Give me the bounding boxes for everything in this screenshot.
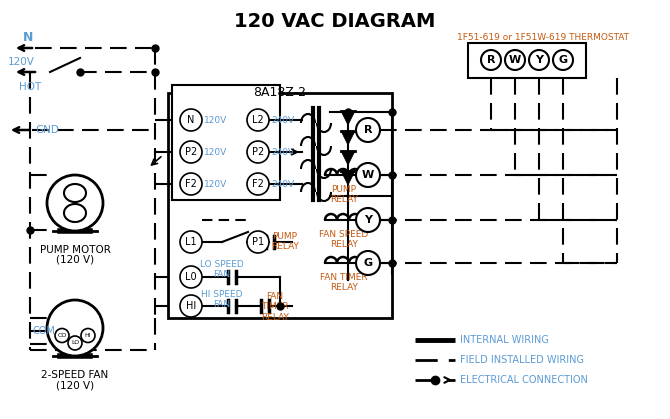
Text: Y: Y: [364, 215, 372, 225]
Text: HOT: HOT: [19, 82, 41, 92]
Text: (120 V): (120 V): [56, 380, 94, 390]
Circle shape: [180, 173, 202, 195]
Circle shape: [356, 163, 380, 187]
Circle shape: [553, 50, 573, 70]
Polygon shape: [341, 131, 355, 145]
Text: W: W: [509, 55, 521, 65]
Circle shape: [247, 141, 269, 163]
Circle shape: [55, 328, 69, 342]
Circle shape: [247, 173, 269, 195]
Circle shape: [180, 266, 202, 288]
Text: G: G: [558, 55, 567, 65]
Text: Y: Y: [535, 55, 543, 65]
Text: G: G: [363, 258, 373, 268]
Circle shape: [356, 118, 380, 142]
Text: ELECTRICAL CONNECTION: ELECTRICAL CONNECTION: [460, 375, 588, 385]
Text: 120V: 120V: [8, 57, 35, 67]
Text: 120V: 120V: [204, 179, 227, 189]
Text: INTERNAL WIRING: INTERNAL WIRING: [460, 335, 549, 345]
Text: F2: F2: [185, 179, 197, 189]
Circle shape: [356, 208, 380, 232]
Text: HI: HI: [84, 333, 91, 338]
Text: 1F51-619 or 1F51W-619 THERMOSTAT: 1F51-619 or 1F51W-619 THERMOSTAT: [457, 33, 629, 42]
Text: 120 VAC DIAGRAM: 120 VAC DIAGRAM: [234, 12, 436, 31]
Text: W: W: [362, 170, 374, 180]
Circle shape: [529, 50, 549, 70]
Circle shape: [180, 109, 202, 131]
Circle shape: [180, 295, 202, 317]
Text: 120V: 120V: [204, 147, 227, 157]
Text: FAN
TIMER
RELAY: FAN TIMER RELAY: [261, 292, 289, 322]
Circle shape: [247, 109, 269, 131]
Text: P2: P2: [252, 147, 264, 157]
Text: CO: CO: [58, 333, 67, 338]
Text: N: N: [188, 115, 195, 125]
Circle shape: [47, 175, 103, 231]
Text: 240V: 240V: [271, 179, 294, 189]
Text: P2: P2: [185, 147, 197, 157]
Circle shape: [505, 50, 525, 70]
Text: (120 V): (120 V): [56, 255, 94, 265]
Polygon shape: [341, 111, 355, 125]
Text: 240V: 240V: [271, 147, 294, 157]
Text: FAN TIMER
RELAY: FAN TIMER RELAY: [320, 273, 368, 292]
Text: R: R: [364, 125, 373, 135]
Bar: [468, 43, 586, 78]
Text: FAN SPEED
RELAY: FAN SPEED RELAY: [320, 230, 368, 249]
Circle shape: [180, 231, 202, 253]
Circle shape: [81, 328, 95, 342]
Text: 2-SPEED FAN: 2-SPEED FAN: [42, 370, 109, 380]
Text: 120V: 120V: [204, 116, 227, 124]
Text: HI: HI: [186, 301, 196, 311]
Text: COM: COM: [32, 326, 55, 336]
Bar: [172, 85, 280, 200]
Text: P1: P1: [252, 237, 264, 247]
Text: F2: F2: [252, 179, 264, 189]
Text: GND: GND: [35, 125, 59, 135]
Text: 240V: 240V: [271, 116, 294, 124]
Text: N: N: [23, 31, 34, 44]
Circle shape: [68, 336, 82, 350]
Text: L0: L0: [185, 272, 197, 282]
Text: FIELD INSTALLED WIRING: FIELD INSTALLED WIRING: [460, 355, 584, 365]
Text: R: R: [486, 55, 495, 65]
Bar: [168, 93, 392, 318]
Circle shape: [247, 231, 269, 253]
Text: PUMP MOTOR: PUMP MOTOR: [40, 245, 111, 255]
Circle shape: [180, 141, 202, 163]
Text: HI SPEED
FAN: HI SPEED FAN: [201, 290, 243, 309]
Text: PUMP
RELAY: PUMP RELAY: [271, 232, 299, 251]
Text: L1: L1: [185, 237, 197, 247]
Circle shape: [47, 300, 103, 356]
Text: 8A18Z-2: 8A18Z-2: [253, 86, 306, 99]
Polygon shape: [341, 151, 355, 165]
Text: L2: L2: [252, 115, 264, 125]
Text: LO SPEED
FAN: LO SPEED FAN: [200, 260, 244, 279]
Text: PUMP
RELAY: PUMP RELAY: [330, 185, 358, 204]
Text: LO: LO: [71, 341, 79, 346]
Circle shape: [481, 50, 501, 70]
Circle shape: [356, 251, 380, 275]
Polygon shape: [341, 171, 355, 185]
